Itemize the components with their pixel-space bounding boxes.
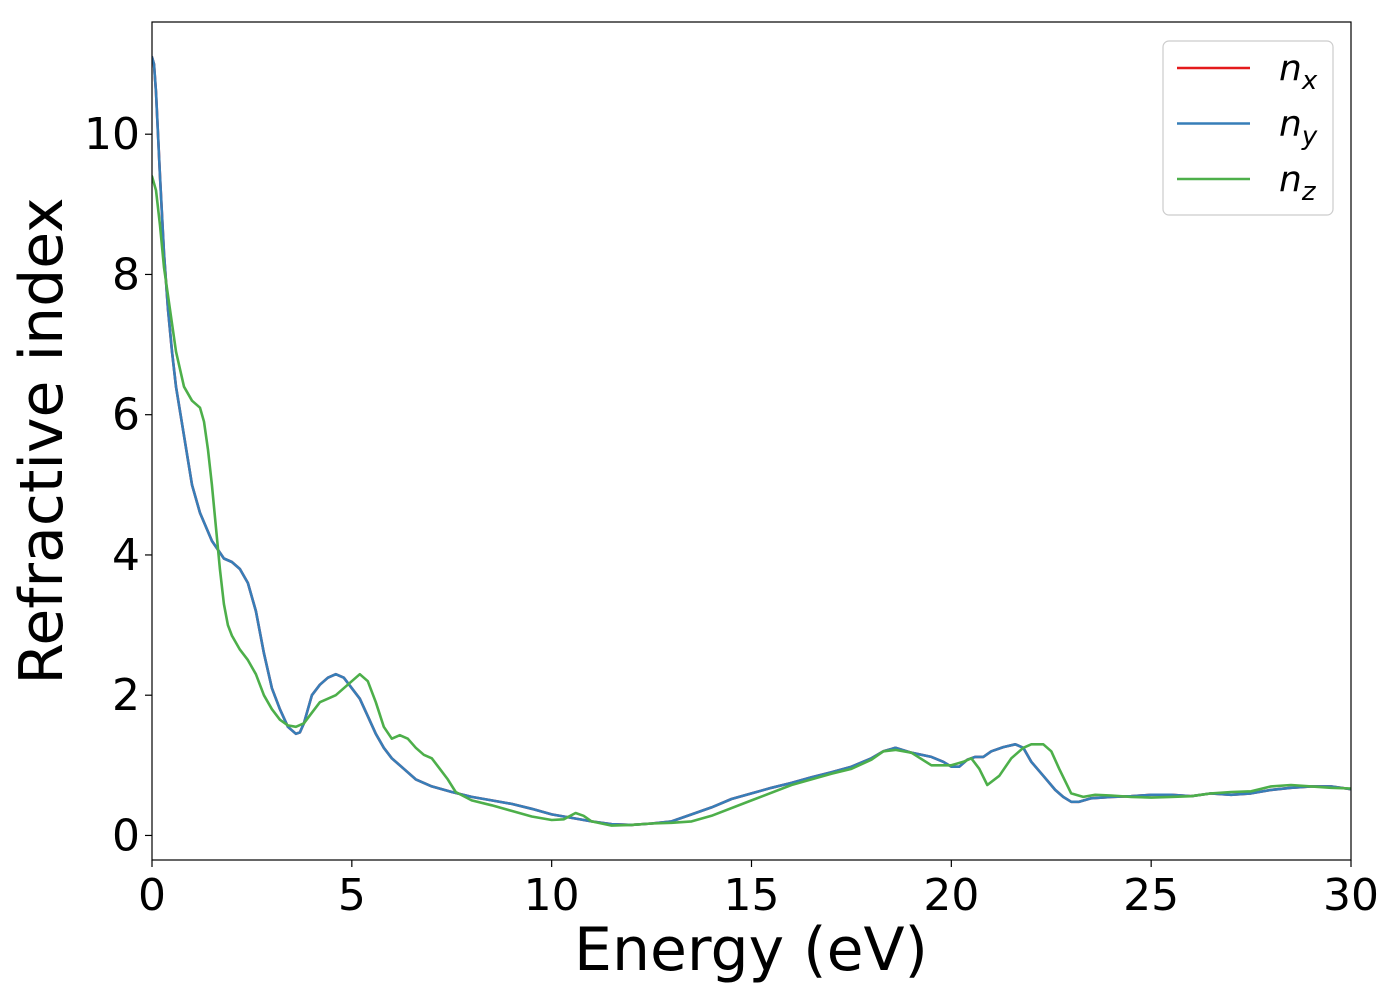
y-tick-label: 8	[112, 249, 140, 300]
legend: nx ny nz	[1162, 40, 1334, 216]
y-tick-label: 10	[84, 109, 140, 160]
x-tick-label: 30	[1323, 870, 1379, 921]
y-tick-label: 6	[112, 390, 140, 441]
legend-label-n-z: nz	[1279, 159, 1317, 207]
x-tick-label: 15	[724, 870, 780, 921]
y-axis-ticks: 0 2 4 6 8 10	[84, 109, 152, 861]
x-tick-label: 5	[338, 870, 366, 921]
series-line-n-z	[152, 175, 1351, 827]
x-tick-label: 0	[138, 870, 166, 921]
y-tick-label: 2	[112, 670, 140, 721]
y-tick-label: 0	[112, 810, 140, 861]
x-tick-label: 10	[524, 870, 580, 921]
legend-label-n-y: ny	[1279, 104, 1318, 152]
x-tick-label: 20	[923, 870, 979, 921]
series-lines	[152, 55, 1351, 827]
legend-box	[1162, 40, 1334, 216]
y-axis-label: Refractive index	[7, 197, 77, 684]
x-tick-label: 25	[1123, 870, 1179, 921]
x-axis-label: Energy (eV)	[574, 915, 928, 985]
x-axis-ticks: 0 5 10 15 20 25 30	[138, 860, 1379, 921]
legend-label-n-x: nx	[1279, 48, 1318, 96]
y-tick-label: 4	[112, 530, 140, 581]
